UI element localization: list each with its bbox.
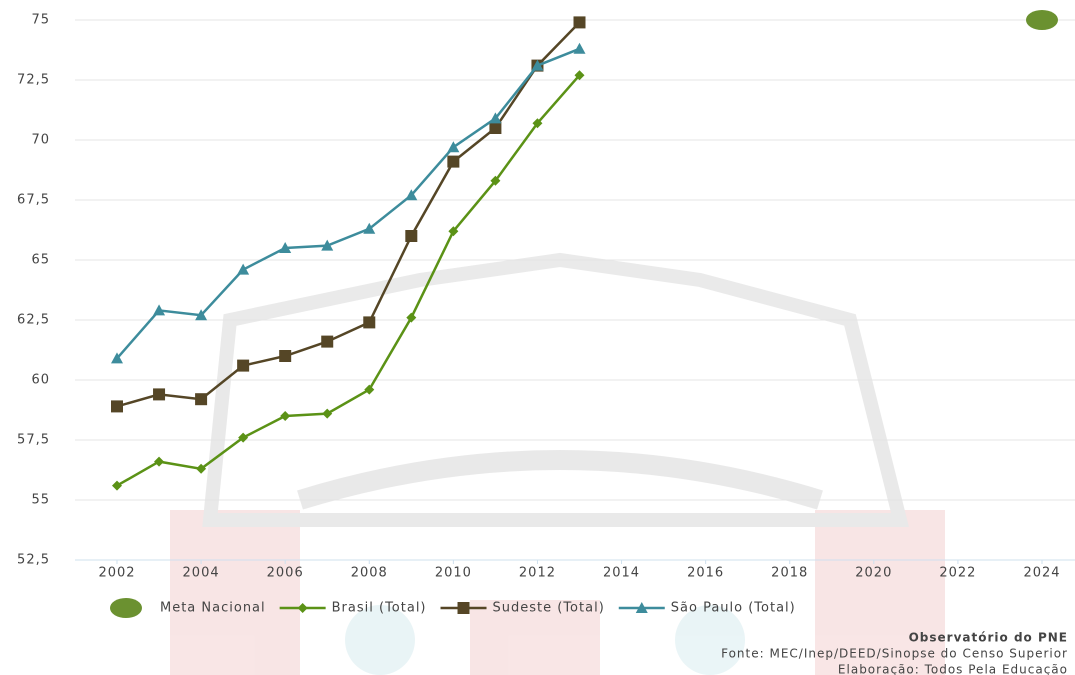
data-point <box>489 112 502 124</box>
x-tick-label: 2012 <box>519 566 556 581</box>
x-tick-label: 2018 <box>771 566 808 581</box>
data-point <box>447 141 460 153</box>
data-point <box>531 59 544 71</box>
legend-marker <box>297 603 308 613</box>
data-point <box>573 42 586 54</box>
watermark <box>170 252 945 675</box>
data-point <box>153 388 166 401</box>
x-tick-label: 2004 <box>183 566 220 581</box>
y-tick-label: 57,5 <box>17 433 50 448</box>
y-tick-label: 62,5 <box>17 313 50 328</box>
y-tick-label: 60 <box>31 373 50 388</box>
note: Elaboração: Todos Pela Educação <box>838 663 1068 675</box>
data-point <box>489 122 502 134</box>
data-point <box>321 335 334 348</box>
series-line <box>116 21 581 408</box>
x-tick-label: 2020 <box>855 566 892 581</box>
legend-marker <box>635 602 648 613</box>
data-point <box>196 463 207 474</box>
data-point <box>405 230 418 242</box>
x-tick-label: 2006 <box>267 566 304 581</box>
legend-marker <box>457 602 470 614</box>
data-point <box>112 480 122 491</box>
data-point <box>405 189 418 201</box>
legend-label: Meta Nacional <box>160 601 266 616</box>
x-tick-label: 2016 <box>687 566 724 581</box>
data-point <box>363 316 376 329</box>
data-point <box>322 408 333 419</box>
data-point <box>364 384 375 395</box>
x-tick-label: 2014 <box>603 566 640 581</box>
data-point <box>573 16 586 29</box>
x-tick-label: 2008 <box>351 566 388 581</box>
data-point <box>363 222 376 234</box>
legend-label: Sudeste (Total) <box>493 601 605 616</box>
data-point <box>237 359 250 372</box>
data-point <box>280 411 291 421</box>
data-point <box>195 393 208 406</box>
data-point <box>448 226 459 237</box>
data-point <box>279 242 292 253</box>
data-point <box>532 118 543 129</box>
note: Fonte: MEC/Inep/DEED/Sinopse do Censo Su… <box>721 647 1068 661</box>
data-point <box>1026 10 1058 30</box>
data-point <box>490 175 501 186</box>
x-tick-label: 2010 <box>435 566 472 581</box>
x-tick-label: 2022 <box>939 566 976 581</box>
data-point <box>321 239 334 251</box>
data-point <box>111 400 123 413</box>
legend-label: Brasil (Total) <box>332 601 427 616</box>
data-point <box>237 263 250 275</box>
series-line <box>116 47 580 360</box>
series-line <box>116 74 581 487</box>
note: Observatório do PNE <box>909 631 1068 645</box>
data-point <box>279 350 292 362</box>
data-point <box>154 456 165 467</box>
y-tick-label: 75 <box>31 13 50 28</box>
y-tick-label: 55 <box>31 493 50 508</box>
data-point <box>153 304 166 316</box>
legend-label: São Paulo (Total) <box>671 601 796 616</box>
data-point <box>406 312 417 323</box>
data-point <box>238 432 249 443</box>
y-tick-label: 72,5 <box>17 73 50 88</box>
data-point <box>447 155 460 168</box>
y-tick-label: 65 <box>31 253 50 268</box>
y-tick-label: 67,5 <box>17 193 50 208</box>
data-point <box>195 309 208 321</box>
x-tick-label: 2024 <box>1023 566 1060 581</box>
y-tick-label: 52,5 <box>17 553 50 568</box>
y-tick-label: 70 <box>31 133 50 148</box>
legend-marker <box>110 598 142 618</box>
data-point <box>574 70 585 81</box>
x-tick-label: 2002 <box>98 566 135 581</box>
data-point <box>111 352 123 364</box>
